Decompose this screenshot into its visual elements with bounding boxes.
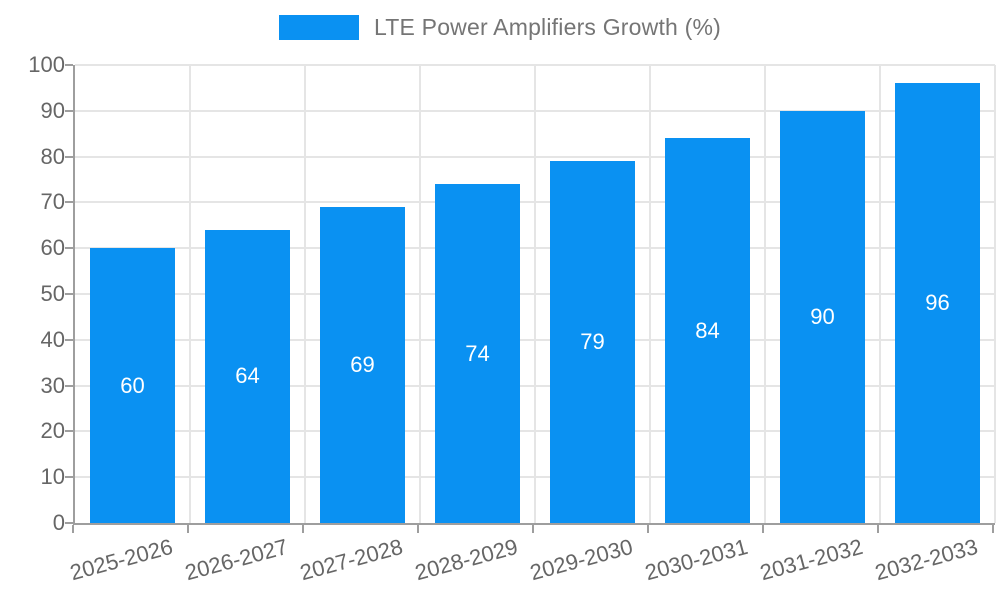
gridline-vertical xyxy=(304,65,306,523)
bar: 96 xyxy=(895,83,980,523)
bar: 60 xyxy=(90,248,175,523)
x-axis-tick xyxy=(762,525,764,533)
chart-legend: LTE Power Amplifiers Growth (%) xyxy=(0,14,1000,41)
legend-label: LTE Power Amplifiers Growth (%) xyxy=(373,14,722,40)
y-tick-label: 40 xyxy=(40,326,65,352)
y-axis-tick xyxy=(65,384,73,387)
bar: 79 xyxy=(550,161,635,523)
bar-slot: 84 xyxy=(650,65,765,523)
plot-area: 60 64 69 74 79 84 90 96 xyxy=(73,64,996,525)
y-axis-tick xyxy=(65,293,73,295)
gridline-vertical xyxy=(534,65,536,523)
x-axis-tick xyxy=(992,525,994,533)
bar-slot: 60 xyxy=(75,65,190,523)
bar-value-label: 74 xyxy=(465,340,490,366)
y-axis-tick xyxy=(65,338,73,341)
gridline-vertical xyxy=(419,65,421,523)
gridline-vertical xyxy=(879,65,881,523)
gridline-vertical xyxy=(649,65,651,523)
y-tick-label: 50 xyxy=(40,281,65,306)
legend-swatch xyxy=(278,15,359,40)
x-axis-tick xyxy=(647,525,649,533)
y-axis-tick xyxy=(65,201,73,204)
x-axis-tick xyxy=(417,525,419,533)
bar-slot: 69 xyxy=(305,65,420,523)
x-axis-tick xyxy=(72,525,74,533)
x-axis-tick xyxy=(302,525,304,533)
y-tick-label: 10 xyxy=(40,464,65,490)
bar-value-label: 69 xyxy=(350,351,375,377)
bar-value-label: 84 xyxy=(695,317,720,343)
gridline-vertical xyxy=(189,65,191,523)
y-axis-tick xyxy=(65,247,73,250)
y-axis-tick xyxy=(65,476,73,479)
y-axis-tick xyxy=(65,64,73,66)
bar-value-label: 96 xyxy=(925,290,950,316)
bar-value-label: 60 xyxy=(120,372,145,398)
y-axis-tick xyxy=(65,522,73,524)
bar-slot: 74 xyxy=(420,65,535,523)
bar-value-label: 79 xyxy=(580,329,605,355)
bar-value-label: 64 xyxy=(235,363,260,389)
y-tick-label: 0 xyxy=(52,510,65,535)
y-tick-label: 70 xyxy=(40,189,65,215)
bar: 90 xyxy=(780,110,865,523)
y-axis-tick xyxy=(65,155,73,158)
bar-value-label: 90 xyxy=(810,303,835,329)
bar-slot: 79 xyxy=(535,65,650,523)
bar-slot: 90 xyxy=(765,65,880,523)
bar: 69 xyxy=(320,206,405,523)
y-axis-tick xyxy=(65,430,73,433)
y-axis-tick xyxy=(65,109,73,112)
y-tick-label: 90 xyxy=(40,97,65,123)
gridline-vertical xyxy=(994,65,996,523)
bar: 84 xyxy=(665,138,750,523)
bar-slot: 64 xyxy=(190,65,305,523)
bar-slot: 96 xyxy=(880,65,995,523)
y-tick-label: 20 xyxy=(40,418,65,444)
gridline-vertical xyxy=(764,65,766,523)
y-tick-label: 80 xyxy=(40,143,65,169)
bars-container: 60 64 69 74 79 84 90 96 xyxy=(75,65,995,523)
bar: 74 xyxy=(435,184,520,523)
x-axis-tick xyxy=(877,525,879,533)
x-axis-tick xyxy=(532,525,534,533)
bar: 64 xyxy=(205,229,290,523)
y-tick-label: 30 xyxy=(40,372,65,398)
x-axis-tick xyxy=(187,525,189,533)
y-tick-label: 100 xyxy=(28,52,65,77)
y-tick-label: 60 xyxy=(40,235,65,261)
